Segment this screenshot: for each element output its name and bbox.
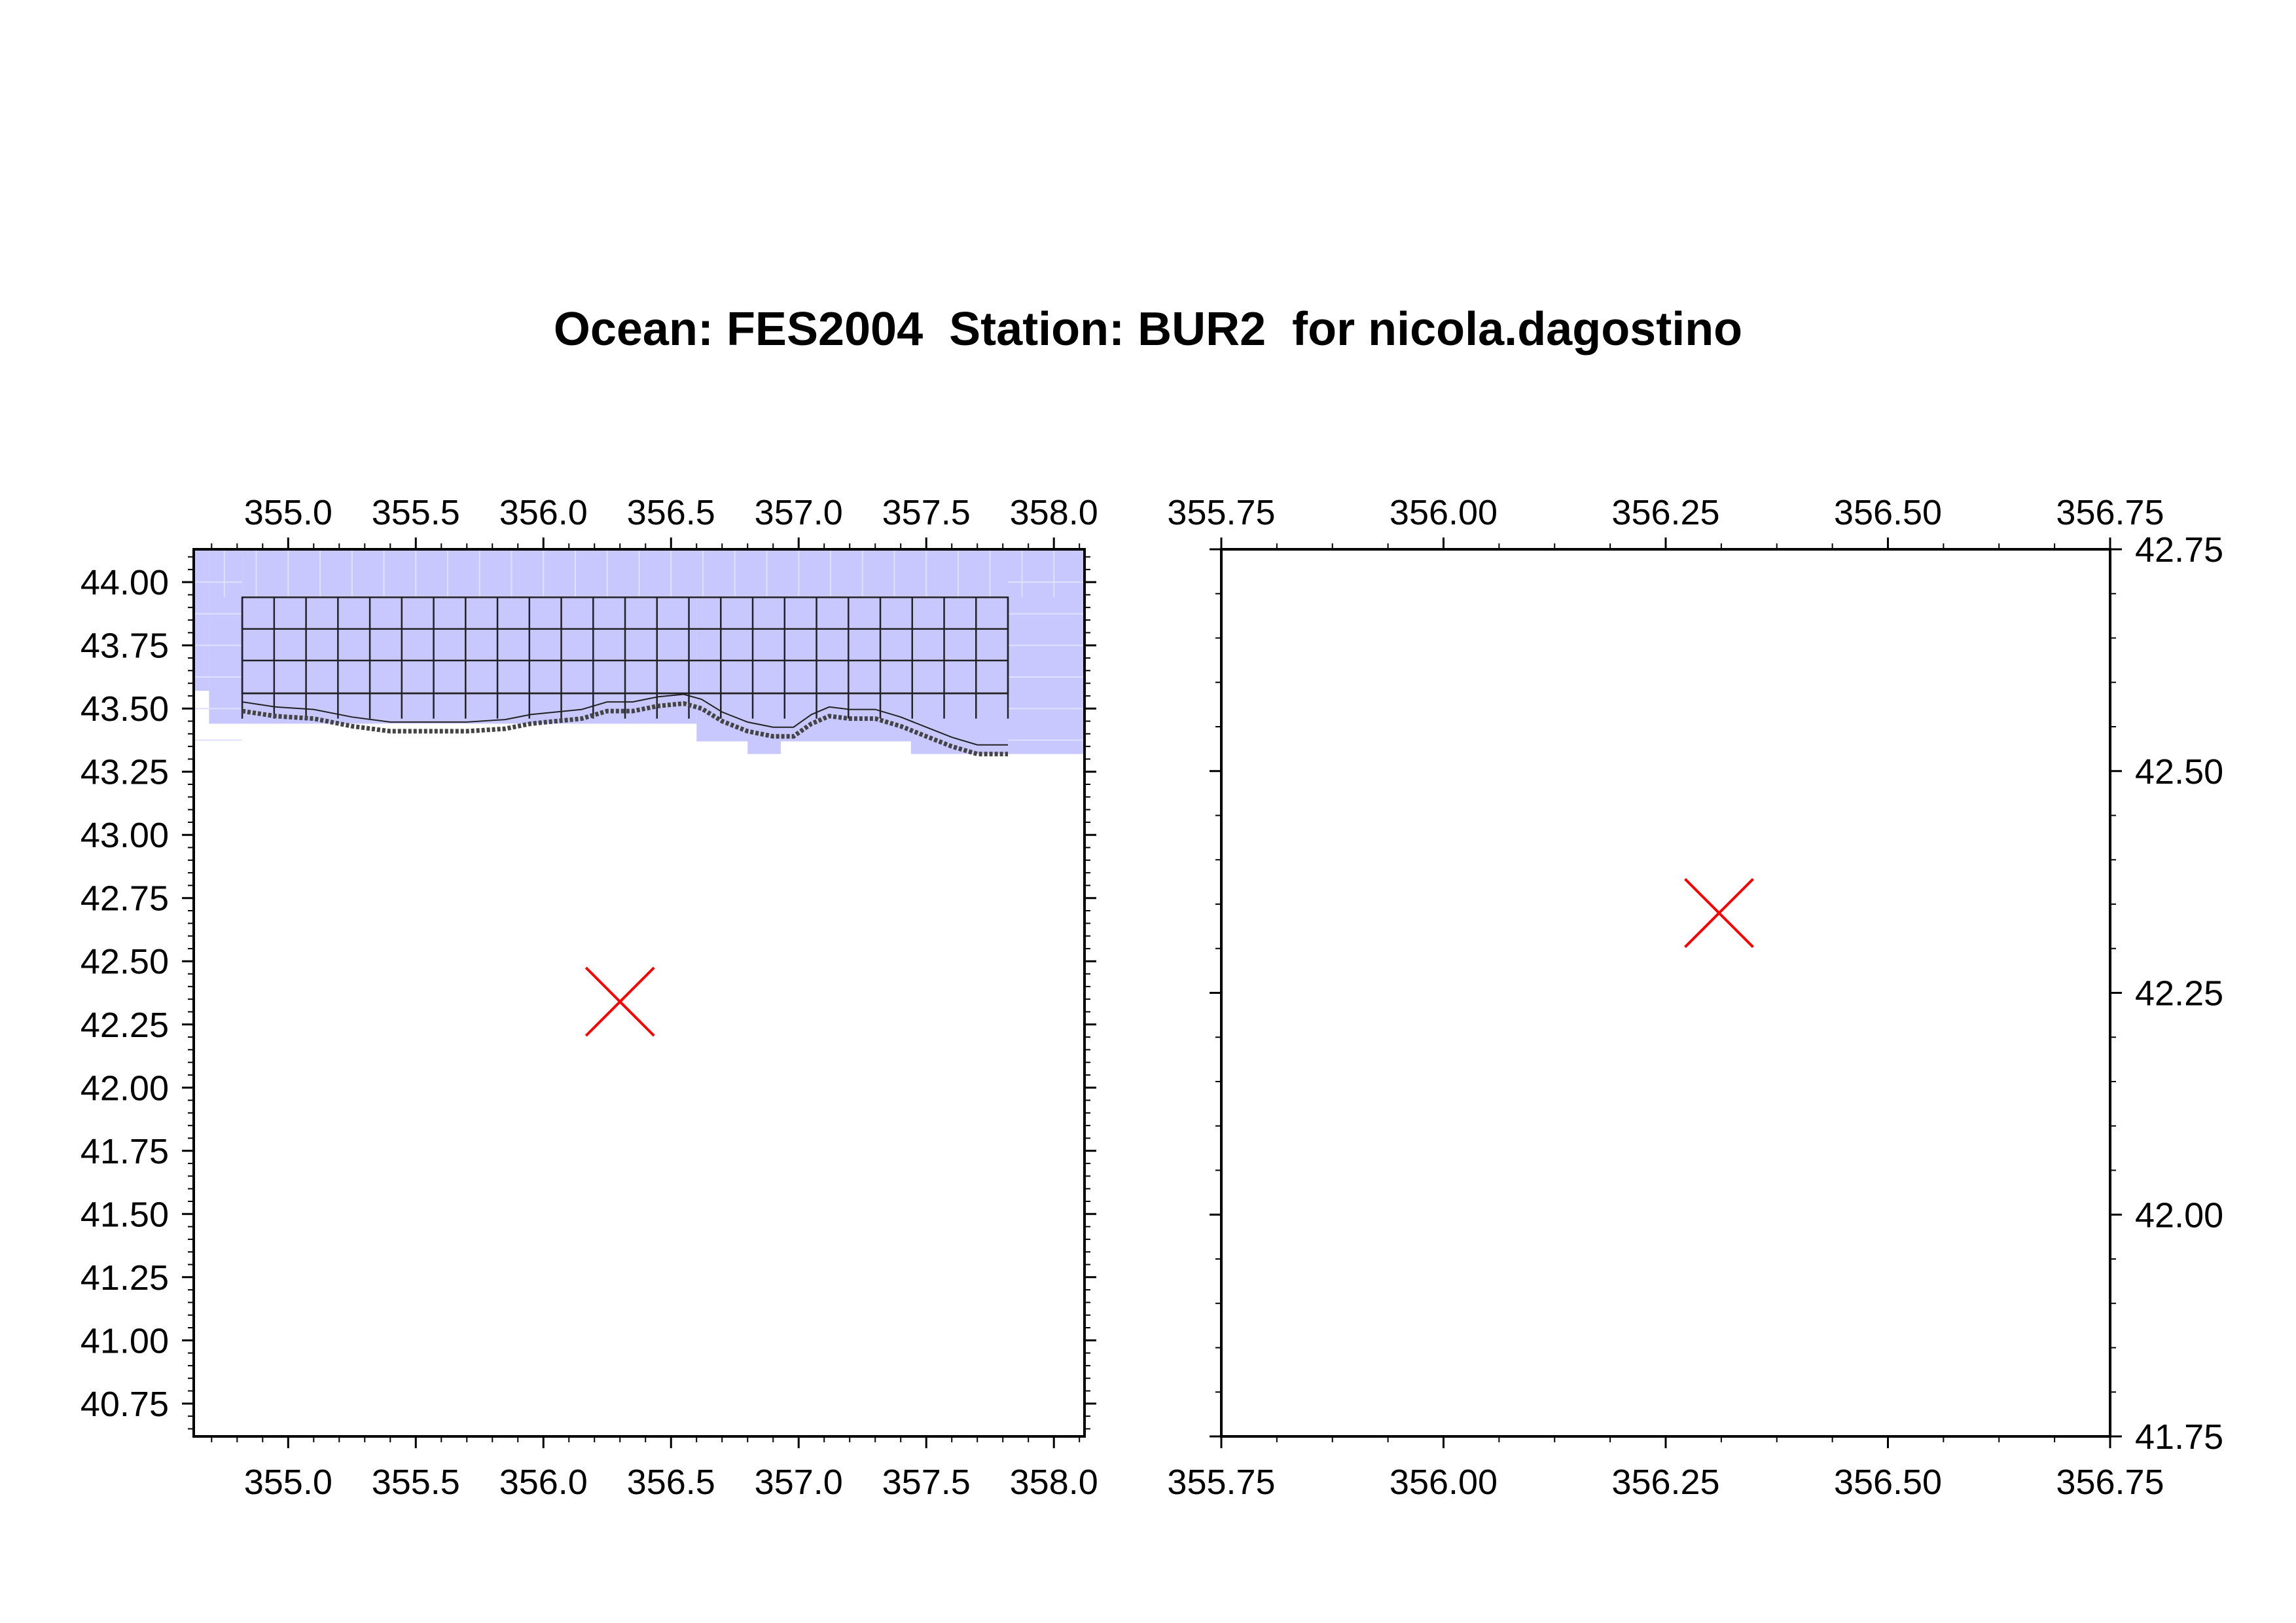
lon-tick-label-bottom: 356.75 xyxy=(2056,1463,2164,1502)
lon-tick-label-bottom: 358.0 xyxy=(1010,1463,1098,1502)
lon-tick-label-bottom: 355.5 xyxy=(372,1463,460,1502)
coastal-cell-edge xyxy=(242,693,1008,746)
lon-tick-label-bottom: 357.5 xyxy=(882,1463,971,1502)
lat-tick-label: 41.00 xyxy=(81,1321,169,1360)
lon-tick-label-top: 356.0 xyxy=(499,493,588,532)
ocean-grid-faint xyxy=(194,549,1085,741)
lat-tick-label: 41.25 xyxy=(81,1258,169,1298)
lat-tick-label: 42.50 xyxy=(2135,752,2223,792)
lon-tick-label-bottom: 356.00 xyxy=(1390,1463,1498,1502)
overview-map: 355.0 355.0 355.5 355.5 356.0 356.0 356.5 356.5… xyxy=(81,493,1098,1502)
lon-tick-label-top: 355.75 xyxy=(1167,493,1275,532)
ocean-cell xyxy=(1008,549,1085,754)
lat-tick-label: 42.75 xyxy=(2135,530,2223,570)
lon-tick-label-bottom: 355.0 xyxy=(244,1463,332,1502)
lat-tick-label: 44.00 xyxy=(81,563,169,602)
lon-tick-label-bottom: 356.50 xyxy=(1834,1463,1942,1502)
lon-tick-label-bottom: 356.0 xyxy=(499,1463,588,1502)
lat-tick-label: 42.50 xyxy=(81,942,169,981)
lon-tick-label-top: 355.0 xyxy=(244,493,332,532)
ocean-cell xyxy=(242,549,1009,598)
lat-tick-label: 43.25 xyxy=(81,753,169,792)
lat-tick-label: 42.25 xyxy=(2135,974,2223,1013)
station-marker xyxy=(1684,878,1754,948)
lat-tick-label: 42.00 xyxy=(81,1068,169,1108)
lon-tick-label-top: 356.50 xyxy=(1834,493,1942,532)
zoom-map: 355.75 355.75 356.00 356.00 356.25 356.25 356.… xyxy=(1167,493,2223,1502)
lat-tick-label: 41.75 xyxy=(81,1132,169,1171)
lon-tick-label-bottom: 356.25 xyxy=(1611,1463,1719,1502)
lat-tick-label: 43.00 xyxy=(81,816,169,855)
station-marker-stroke xyxy=(584,966,655,1037)
lon-tick-label-top: 355.5 xyxy=(372,493,460,532)
lon-tick-label-bottom: 355.75 xyxy=(1167,1463,1275,1502)
lat-tick-label: 43.50 xyxy=(81,689,169,729)
lon-tick-label-top: 357.5 xyxy=(882,493,971,532)
lat-tick-label: 41.75 xyxy=(2135,1417,2223,1457)
lat-tick-label: 41.50 xyxy=(81,1195,169,1234)
lon-tick-label-top: 357.0 xyxy=(755,493,843,532)
station-marker xyxy=(584,966,655,1037)
lon-tick-label-bottom: 357.0 xyxy=(755,1463,843,1502)
lon-tick-label-top: 356.75 xyxy=(2056,493,2164,532)
page-title: Ocean: FES2004 Station: BUR2 for nicola.… xyxy=(553,303,1743,356)
ocean-grid-fine xyxy=(241,596,1009,719)
ocean-cell xyxy=(194,549,209,691)
ocean-model-cells xyxy=(194,549,1085,757)
lon-tick-label-bottom: 356.5 xyxy=(627,1463,715,1502)
ocean-cell xyxy=(209,549,243,724)
lon-tick-label-top: 356.5 xyxy=(627,493,715,532)
lat-tick-label: 43.75 xyxy=(81,627,169,666)
station-marker-stroke xyxy=(1684,878,1754,948)
lon-tick-label-top: 356.00 xyxy=(1390,493,1498,532)
map-frame xyxy=(1220,548,2111,1438)
lon-tick-label-top: 358.0 xyxy=(1010,493,1098,532)
lat-tick-label: 40.75 xyxy=(81,1385,169,1424)
ocean-cell xyxy=(696,597,1009,742)
lat-tick-label: 42.00 xyxy=(2135,1195,2223,1235)
map-frame xyxy=(192,548,1086,1438)
coastline xyxy=(242,701,1008,757)
lat-tick-label: 42.25 xyxy=(81,1006,169,1045)
lon-tick-label-top: 356.25 xyxy=(1611,493,1719,532)
lat-tick-label: 42.75 xyxy=(81,879,169,919)
